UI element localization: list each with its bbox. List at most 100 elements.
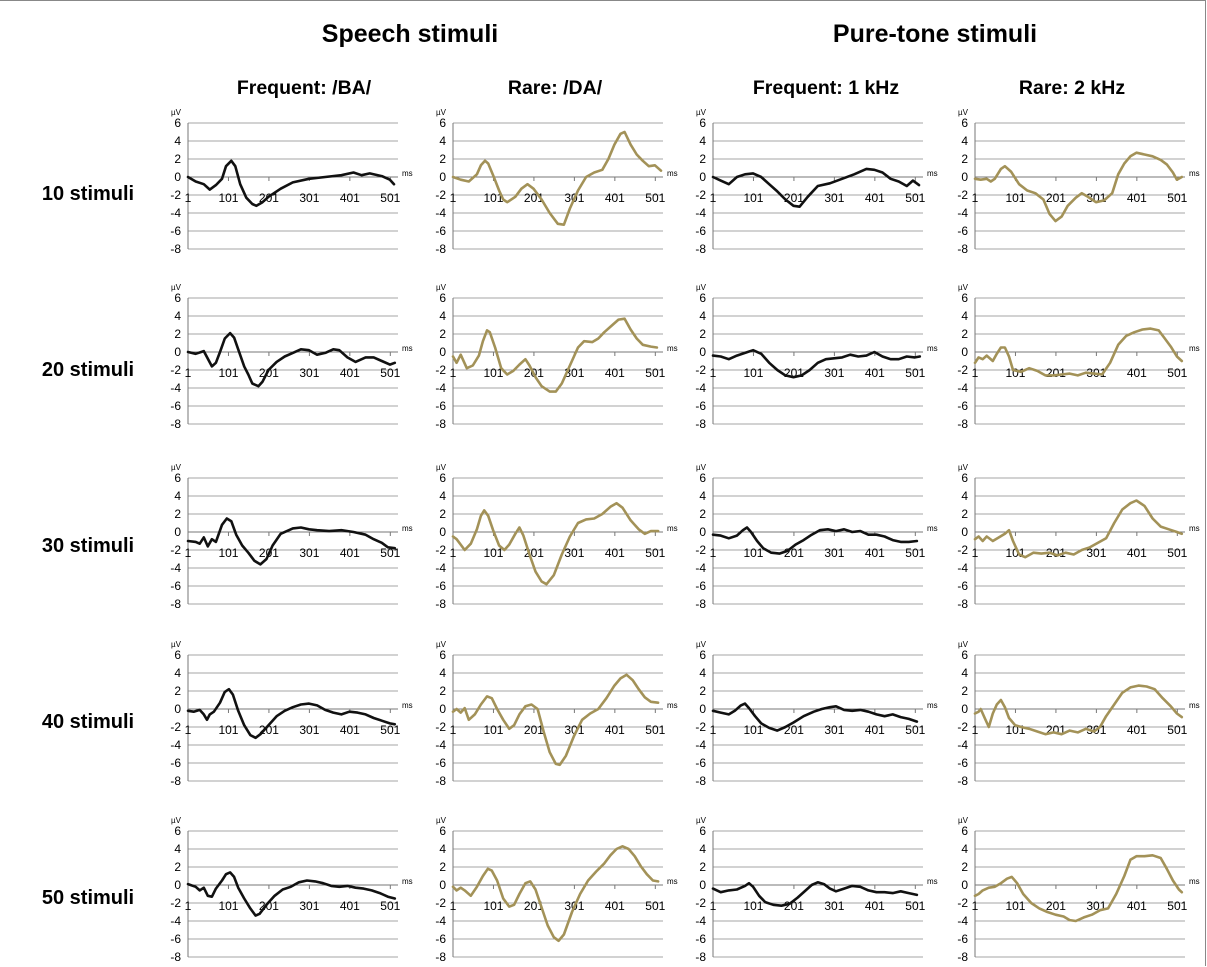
y-tick-label: -2 bbox=[695, 363, 706, 377]
y-tick-label: 4 bbox=[439, 842, 446, 856]
y-tick-label: 4 bbox=[174, 489, 181, 503]
x-tick-label: 101 bbox=[1005, 899, 1025, 913]
y-unit-label: µV bbox=[696, 816, 707, 825]
x-tick-label: 301 bbox=[299, 723, 319, 737]
y-unit-label: µV bbox=[436, 463, 447, 472]
y-tick-label: 4 bbox=[174, 309, 181, 323]
y-tick-label: 0 bbox=[439, 878, 446, 892]
x-tick-label: 1 bbox=[710, 191, 717, 205]
y-tick-label: -8 bbox=[435, 597, 446, 611]
y-tick-label: -8 bbox=[170, 417, 181, 431]
erp-waveform-frequent bbox=[711, 348, 922, 379]
y-tick-label: -4 bbox=[170, 561, 181, 575]
x-tick-label: 1 bbox=[450, 366, 457, 380]
erp-waveform-rare bbox=[973, 151, 1184, 223]
erp-waveform-frequent bbox=[186, 331, 397, 388]
x-unit-label: ms bbox=[927, 701, 938, 710]
x-unit-label: ms bbox=[402, 524, 413, 533]
y-tick-label: 6 bbox=[174, 824, 181, 838]
y-tick-label: 4 bbox=[439, 666, 446, 680]
x-tick-label: 201 bbox=[524, 723, 544, 737]
x-tick-label: 201 bbox=[1046, 366, 1066, 380]
erp-waveform-frequent bbox=[711, 880, 919, 908]
y-tick-label: -6 bbox=[170, 399, 181, 413]
y-tick-label: -6 bbox=[695, 756, 706, 770]
y-tick-label: -8 bbox=[435, 417, 446, 431]
x-tick-label: 401 bbox=[1127, 546, 1147, 560]
y-tick-label: -6 bbox=[957, 756, 968, 770]
y-tick-label: 6 bbox=[961, 471, 968, 485]
group-title-speech: Speech stimuli bbox=[322, 20, 498, 48]
y-unit-label: µV bbox=[436, 108, 447, 117]
y-unit-label: µV bbox=[696, 640, 707, 649]
y-tick-label: -6 bbox=[435, 579, 446, 593]
y-tick-label: 4 bbox=[699, 666, 706, 680]
y-tick-label: -2 bbox=[435, 896, 446, 910]
x-tick-label: 501 bbox=[645, 191, 665, 205]
y-tick-label: 6 bbox=[439, 471, 446, 485]
x-unit-label: ms bbox=[667, 877, 678, 886]
y-tick-label: 6 bbox=[439, 116, 446, 130]
x-tick-label: 501 bbox=[905, 191, 925, 205]
y-tick-label: 4 bbox=[961, 309, 968, 323]
x-tick-label: 501 bbox=[905, 723, 925, 737]
y-tick-label: 0 bbox=[174, 525, 181, 539]
erp-waveform-frequent bbox=[186, 687, 397, 740]
y-tick-label: 6 bbox=[699, 824, 706, 838]
x-tick-label: 501 bbox=[1167, 899, 1187, 913]
y-tick-label: -8 bbox=[435, 242, 446, 256]
y-tick-label: 0 bbox=[174, 170, 181, 184]
y-tick-label: 0 bbox=[699, 525, 706, 539]
y-tick-label: -6 bbox=[957, 579, 968, 593]
y-tick-label: -6 bbox=[695, 579, 706, 593]
x-tick-label: 401 bbox=[865, 546, 885, 560]
y-tick-label: 6 bbox=[699, 471, 706, 485]
y-tick-label: 6 bbox=[174, 291, 181, 305]
y-tick-label: -4 bbox=[957, 206, 968, 220]
x-tick-label: 501 bbox=[645, 723, 665, 737]
y-tick-label: -2 bbox=[957, 896, 968, 910]
column-title: Rare: /DA/ bbox=[508, 77, 603, 99]
y-tick-label: 6 bbox=[961, 291, 968, 305]
x-tick-label: 1 bbox=[185, 899, 192, 913]
x-tick-label: 501 bbox=[1167, 723, 1187, 737]
y-tick-label: -2 bbox=[435, 543, 446, 557]
y-tick-label: -8 bbox=[695, 242, 706, 256]
x-tick-label: 501 bbox=[905, 366, 925, 380]
y-unit-label: µV bbox=[958, 463, 969, 472]
y-unit-label: µV bbox=[171, 816, 182, 825]
erp-waveform-frequent bbox=[186, 159, 396, 208]
x-unit-label: ms bbox=[927, 344, 938, 353]
x-tick-label: 401 bbox=[1127, 723, 1147, 737]
y-tick-label: 4 bbox=[439, 134, 446, 148]
x-tick-label: 1 bbox=[185, 191, 192, 205]
y-unit-label: µV bbox=[171, 283, 182, 292]
x-tick-label: 501 bbox=[380, 899, 400, 913]
column-title: Rare: 2 kHz bbox=[1019, 77, 1125, 99]
y-tick-label: -2 bbox=[170, 363, 181, 377]
y-tick-label: 0 bbox=[961, 345, 968, 359]
x-tick-label: 401 bbox=[605, 191, 625, 205]
x-unit-label: ms bbox=[402, 701, 413, 710]
x-tick-label: 501 bbox=[1167, 191, 1187, 205]
group-title-pure-tone: Pure-tone stimuli bbox=[833, 20, 1037, 48]
y-unit-label: µV bbox=[958, 640, 969, 649]
y-tick-label: -4 bbox=[435, 561, 446, 575]
x-tick-label: 501 bbox=[380, 366, 400, 380]
x-tick-label: 1 bbox=[972, 723, 979, 737]
x-tick-label: 501 bbox=[645, 366, 665, 380]
x-tick-label: 501 bbox=[380, 191, 400, 205]
y-tick-label: -6 bbox=[170, 932, 181, 946]
erp-waveform-rare bbox=[451, 844, 660, 943]
x-tick-label: 1 bbox=[450, 899, 457, 913]
y-tick-label: -8 bbox=[170, 597, 181, 611]
y-tick-label: -8 bbox=[957, 774, 968, 788]
erp-waveform-rare bbox=[973, 684, 1184, 736]
x-tick-label: 501 bbox=[645, 546, 665, 560]
y-tick-label: 6 bbox=[961, 648, 968, 662]
y-tick-label: -6 bbox=[435, 224, 446, 238]
y-tick-label: -8 bbox=[435, 774, 446, 788]
x-tick-label: 301 bbox=[299, 546, 319, 560]
y-tick-label: 2 bbox=[699, 327, 706, 341]
